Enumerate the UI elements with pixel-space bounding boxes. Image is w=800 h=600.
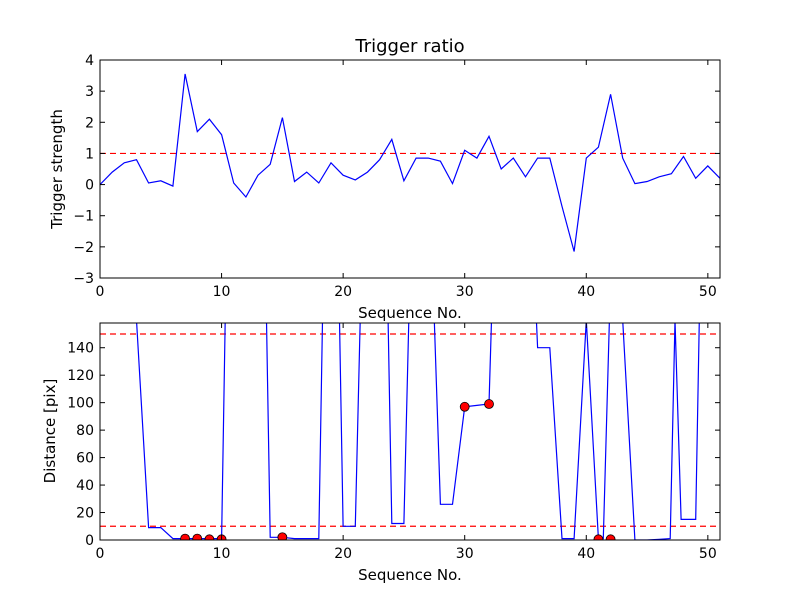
trigger-ratio-chart: Trigger ratio Sequence No. Trigger stren… (48, 36, 721, 322)
y-tick-label: 140 (67, 341, 94, 357)
y-tick-label: 0 (85, 533, 94, 549)
y-tick-label: 100 (67, 396, 94, 412)
x-tick-label: 20 (334, 284, 352, 300)
data-point-marker (484, 399, 494, 409)
y-tick-label: 20 (76, 506, 94, 522)
y-tick-label: 3 (85, 84, 94, 100)
x-tick-label: 40 (577, 546, 595, 562)
x-axis-label: Sequence No. (358, 304, 462, 322)
x-tick-label: 40 (577, 284, 595, 300)
x-tick-label: 10 (213, 546, 231, 562)
y-axis-label: Distance [pix] (41, 379, 59, 484)
series-line (136, 323, 700, 540)
y-tick-label: 120 (67, 368, 94, 384)
distance-chart: Sequence No. Distance [pix] 0 10 20 30 40 50 0… (41, 322, 721, 584)
y-tick-label: 1 (85, 146, 94, 162)
plot-area (100, 323, 720, 540)
chart-title: Trigger ratio (354, 36, 464, 57)
x-tick-label: 10 (213, 284, 231, 300)
x-tick-label: 0 (96, 546, 105, 562)
x-axis-label: Sequence No. (358, 566, 462, 584)
y-tick-label: 40 (76, 478, 94, 494)
data-point-marker (204, 534, 215, 540)
y-tick-label: 80 (76, 423, 94, 439)
x-tick-label: 50 (699, 284, 717, 300)
data-point-marker (277, 532, 288, 540)
x-tick-label: 30 (456, 546, 474, 562)
x-tick-label: 50 (699, 546, 717, 562)
y-tick-label: 0 (85, 178, 94, 194)
series-line (100, 73, 720, 252)
axes-frame (99, 59, 721, 279)
y-tick-label: 2 (85, 115, 94, 131)
x-tick-label: 0 (96, 284, 105, 300)
x-tick-label: 20 (334, 546, 352, 562)
data-point-marker (459, 401, 470, 412)
y-tick-label: −2 (73, 240, 94, 256)
data-point-marker (593, 534, 604, 540)
y-tick-label: −3 (73, 271, 94, 287)
y-axis-label: Trigger strength (48, 109, 66, 230)
y-tick-label: −1 (73, 209, 94, 225)
data-point-marker (605, 534, 616, 540)
data-point-marker (180, 533, 190, 540)
data-point-marker (192, 533, 203, 540)
plot-area (100, 73, 720, 252)
x-tick-label: 30 (456, 284, 474, 300)
y-tick-label: 60 (76, 451, 94, 467)
axes-frame (99, 322, 721, 541)
y-tick-label: 4 (85, 53, 94, 69)
